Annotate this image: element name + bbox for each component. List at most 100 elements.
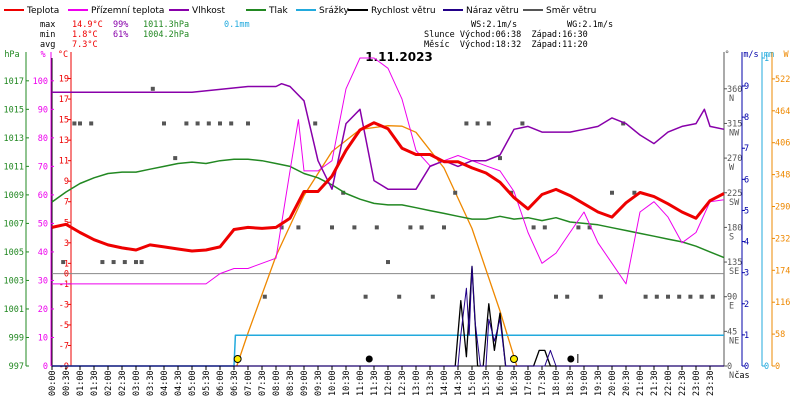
temp-tick-label: -5	[59, 321, 69, 331]
stats-sun: Slunce Východ:06:38 Západ:16:30	[424, 30, 588, 40]
pct-tick-label: 80	[38, 134, 48, 144]
x-tick-label: 18:00	[552, 370, 562, 396]
x-tick-label: 17:30	[538, 370, 548, 396]
wind-direction-point	[554, 294, 558, 299]
hpa-tick-label: 1005	[4, 248, 24, 258]
hpa-tick-label: 1013	[4, 134, 24, 144]
wind-direction-point	[498, 156, 502, 161]
legend-label: Náraz větru	[466, 6, 519, 16]
x-tick-label: 15:00	[468, 370, 478, 396]
mm-tick-label: 1	[764, 54, 769, 64]
wind-direction-point	[229, 121, 234, 126]
w-tick-label: 464	[775, 107, 790, 117]
x-tick-label: 11:00	[356, 370, 366, 396]
stats-max-press: 1011.3hPa	[143, 20, 189, 30]
wind-direction-point	[206, 121, 211, 126]
hpa-tick-label: 997	[9, 362, 24, 372]
x-tick-label: 06:00	[216, 370, 226, 396]
x-tick-label: 12:00	[384, 370, 394, 396]
wind-direction-point	[330, 225, 334, 230]
wind-direction-point	[184, 121, 189, 126]
temp-tick-label: 15	[59, 116, 69, 126]
x-axis: 00:00 00:30 01:00 01:30 02:00 02:30 03:00 03:30…	[48, 366, 750, 396]
deg-tick-label: 135	[727, 258, 742, 268]
legend-label: Teplota	[26, 6, 59, 16]
wind-direction-point	[419, 225, 424, 230]
stats-avg-temp: 7.3°C	[72, 40, 98, 50]
hpa-tick-label: 1007	[4, 219, 24, 229]
sunset-marker	[510, 355, 518, 363]
temp-tick-label: -7	[59, 341, 69, 351]
temp-tick-label: 0	[64, 270, 69, 280]
temp-tick-label: 13	[59, 136, 69, 146]
w-tick-label: 406	[775, 139, 790, 149]
w-tick-label: 348	[775, 171, 790, 181]
x-tick-label: 13:30	[426, 370, 436, 396]
wind-direction-point	[139, 260, 144, 265]
x-tick-label: 13:00	[412, 370, 422, 396]
x-tick-label: 09:30	[314, 370, 324, 396]
pct-tick-label: 0	[43, 362, 48, 372]
wind-direction-point	[453, 190, 458, 195]
stats-avg-label: avg	[40, 40, 55, 50]
deg-compass-label: N	[729, 371, 734, 381]
wind-direction-point	[173, 156, 178, 161]
x-tick-label: 10:00	[328, 370, 338, 396]
deg-compass-label: SE	[729, 267, 739, 277]
pct-tick-label: 50	[38, 219, 48, 229]
x-tick-label: 23:30	[706, 370, 716, 396]
x-tick-label: 01:30	[90, 370, 100, 396]
stats-max-temp: 14.9°C	[72, 20, 103, 30]
x-tick-label: 16:30	[510, 370, 520, 396]
w-tick-label: 232	[775, 234, 790, 244]
deg-compass-label: N	[729, 94, 734, 104]
wind-direction-point	[576, 225, 581, 230]
x-tick-label: 21:30	[650, 370, 660, 396]
deg-compass-label: W	[729, 163, 735, 173]
wind-direction-point	[150, 86, 155, 91]
wind-direction-point	[442, 225, 446, 230]
x-tick-label: 02:30	[118, 370, 128, 396]
ms-tick-label: 1	[744, 331, 749, 341]
x-tick-label: 17:00	[524, 370, 534, 396]
pct-tick-label: 70	[38, 162, 48, 172]
deg-tick-label: 180	[727, 223, 742, 233]
ms-tick-label: 8	[744, 113, 749, 123]
temp-tick-label: 3	[64, 239, 69, 249]
temp-tick-label: -3	[59, 300, 69, 310]
ms-tick-label: 5	[744, 206, 749, 216]
w-tick-label: 0	[775, 362, 780, 372]
wind-direction-point	[654, 294, 659, 299]
series-wind-gust	[52, 265, 724, 367]
series-pressure	[51, 158, 725, 259]
x-tick-label: 18:30	[566, 370, 576, 396]
x-tick-label: 05:30	[202, 370, 212, 396]
pct-tick-label: 30	[38, 276, 48, 286]
hpa-tick-label: 1001	[4, 305, 24, 315]
deg-tick-label: 45	[727, 327, 737, 337]
legend-label: Tlak	[268, 6, 289, 16]
wind-direction-point	[531, 225, 536, 230]
x-tick-label: 08:00	[272, 370, 282, 396]
deg-compass-label: S	[729, 232, 734, 242]
wind-direction-point	[598, 294, 603, 299]
x-tick-label: 15:30	[482, 370, 492, 396]
x-tick-label: 03:00	[132, 370, 142, 396]
deg-compass-label: NE	[729, 336, 739, 346]
wind-direction-point	[89, 121, 94, 126]
stats-box: max 14.9°C 99% 1011.3hPa 0.1mm min 1.8°C…	[40, 20, 613, 50]
wind-direction-point	[61, 260, 66, 265]
wind-direction-point	[710, 294, 715, 299]
temp-tick-label: 7	[64, 198, 69, 208]
wind-direction-point	[122, 260, 127, 265]
temp-axis-unit: °C	[58, 50, 68, 60]
legend-label: Vlhkost	[192, 6, 225, 16]
legend-label: Srážky	[319, 6, 350, 16]
wind-direction-point	[464, 121, 469, 126]
temp-tick-label: -1	[59, 280, 69, 290]
stats-wg: WG:2.1m/s	[567, 20, 613, 30]
sunrise-marker	[233, 355, 242, 363]
wind-direction-point	[111, 260, 116, 265]
wind-direction-point	[72, 121, 77, 126]
